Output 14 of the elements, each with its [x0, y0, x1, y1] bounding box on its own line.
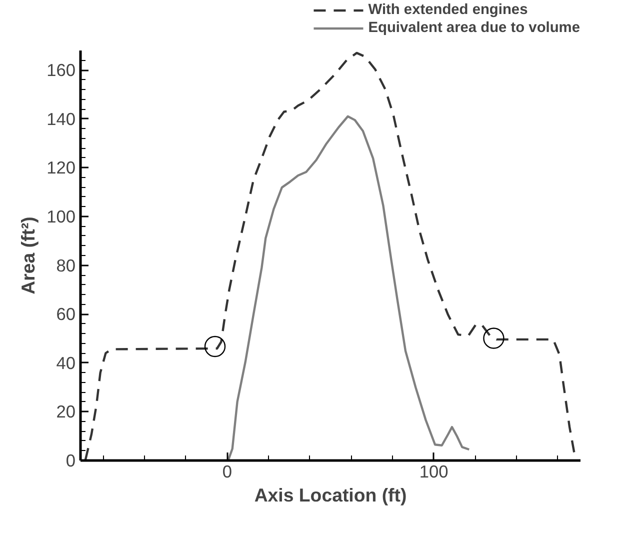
y-tick-label: 100 [46, 206, 76, 226]
y-tick-label: 80 [56, 255, 76, 276]
y-tick-label: 120 [46, 158, 76, 178]
y-tick-label: 60 [56, 304, 76, 324]
y-tick-label: 40 [56, 352, 76, 373]
y-tick-label: 20 [56, 402, 76, 422]
legend-label: With extended engines [368, 2, 528, 18]
line-series [227, 115, 470, 460]
legend-label: Equivalent area due to volume [368, 20, 580, 36]
y-tick-label: 140 [46, 108, 76, 129]
line-series [84, 52, 576, 460]
y-tick-label: 160 [46, 60, 76, 80]
x-axis-title: Axis Location (ft) [254, 484, 407, 506]
y-axis-title: Area (ft²) [18, 216, 39, 294]
